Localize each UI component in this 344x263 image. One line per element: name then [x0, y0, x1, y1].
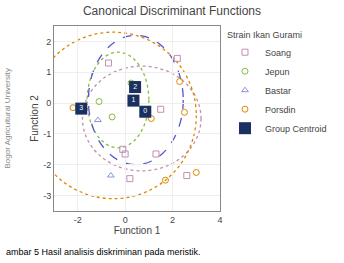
svg-text:Canonical Discriminant Functio: Canonical Discriminant Functions	[83, 4, 261, 18]
svg-text:1: 1	[131, 96, 135, 103]
svg-text:-2: -2	[74, 215, 82, 225]
svg-text:-1: -1	[43, 129, 51, 139]
svg-text:1: 1	[46, 67, 51, 77]
svg-text:Soang: Soang	[265, 48, 291, 58]
svg-text:Jepun: Jepun	[265, 67, 290, 77]
svg-text:Bogor Agricultural University: Bogor Agricultural University	[3, 68, 12, 168]
svg-text:Group Centroid: Group Centroid	[265, 124, 327, 134]
svg-text:-3: -3	[43, 191, 51, 201]
svg-text:2: 2	[170, 215, 175, 225]
svg-text:-2: -2	[43, 160, 51, 170]
svg-text:Function 2: Function 2	[29, 95, 40, 142]
svg-text:2: 2	[133, 83, 137, 90]
svg-text:3: 3	[79, 104, 83, 111]
svg-text:4: 4	[217, 215, 222, 225]
svg-text:0: 0	[123, 215, 128, 225]
svg-text:2: 2	[46, 37, 51, 47]
svg-text:Strain Ikan Gurami: Strain Ikan Gurami	[227, 30, 302, 40]
svg-text:Porsdin: Porsdin	[265, 105, 296, 115]
svg-text:ambar 5 Hasil analisis diskrim: ambar 5 Hasil analisis diskriminan pada …	[6, 247, 201, 257]
svg-text:0: 0	[46, 98, 51, 108]
svg-text:Function 1: Function 1	[114, 225, 161, 236]
svg-text:Bastar: Bastar	[265, 86, 291, 96]
svg-text:0: 0	[143, 107, 147, 114]
